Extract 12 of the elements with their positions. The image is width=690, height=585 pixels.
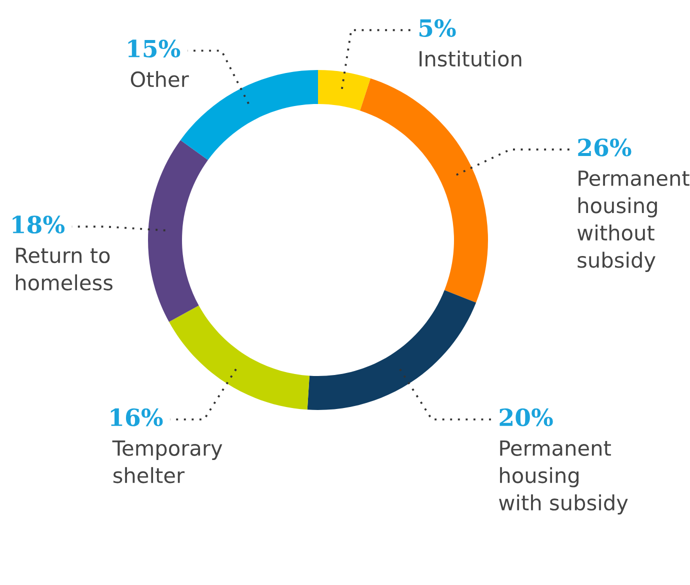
data-label: 16% <box>110 408 163 426</box>
data-label: 26% <box>578 138 632 156</box>
data-label: 20% <box>500 408 553 426</box>
slice-label: Temporary shelter <box>112 440 222 484</box>
data-label: 5% <box>419 19 456 37</box>
slice-label: Permanent housing without subsidy <box>577 170 690 272</box>
slice-label: Return to homeless <box>16 248 112 290</box>
data-label: 18% <box>12 216 65 234</box>
slice-label: Permanent housing with subsidy <box>499 440 628 515</box>
slice-label: Other <box>130 71 189 88</box>
data-label: 15% <box>128 40 180 58</box>
slice-label: Institution <box>420 50 522 67</box>
